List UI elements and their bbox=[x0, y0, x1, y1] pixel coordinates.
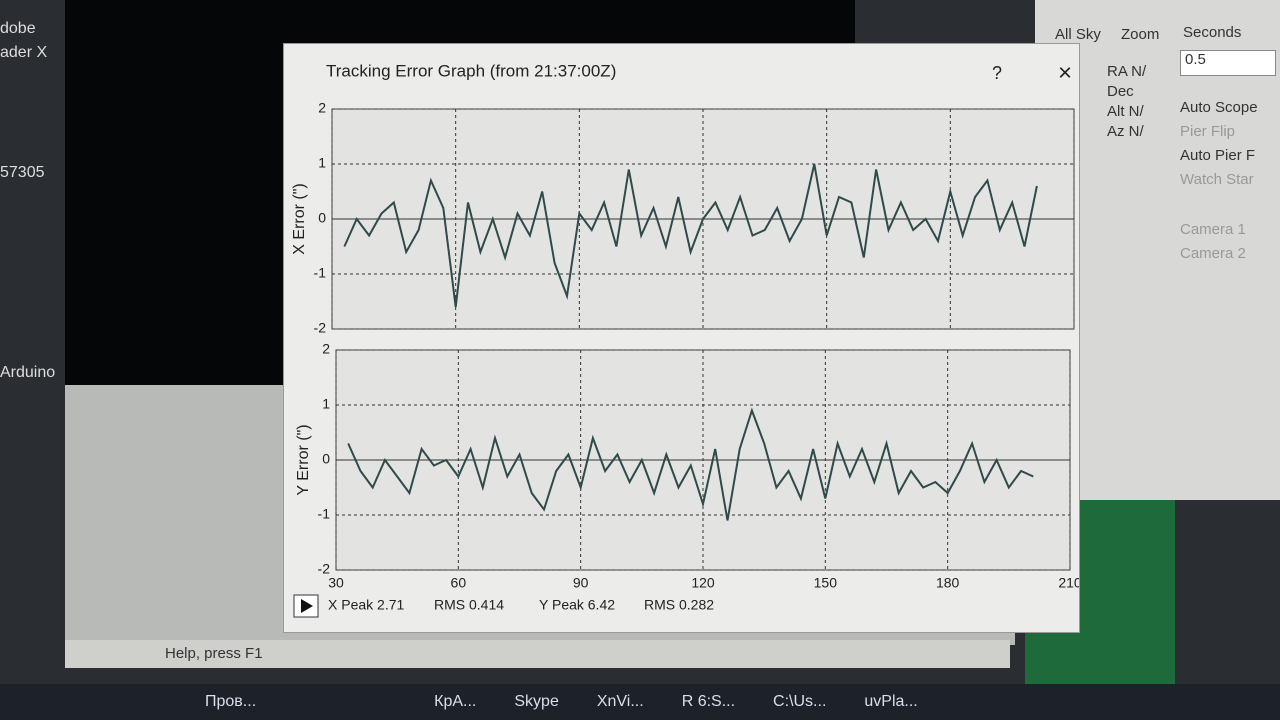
coord-label: Dec bbox=[1107, 83, 1134, 100]
taskbar-item[interactable]: Пров... bbox=[205, 693, 257, 710]
x-tick-label: 30 bbox=[328, 575, 344, 591]
y-axis-label: X Error (") bbox=[291, 183, 308, 254]
stat: Y Peak 6.42 bbox=[539, 597, 615, 613]
dialog: Tracking Error Graph (from 21:37:00Z) ? … bbox=[283, 43, 1082, 633]
checkbox[interactable]: Watch Star bbox=[1180, 171, 1254, 188]
y-tick-label: 1 bbox=[318, 155, 326, 171]
x-tick-label: 180 bbox=[936, 575, 960, 591]
error-line bbox=[343, 163, 1038, 308]
desktop-icons: dobe ader X 57305 Arduino bbox=[0, 20, 60, 382]
stat: RMS 0.414 bbox=[434, 597, 504, 613]
y-tick-label: -1 bbox=[318, 506, 331, 522]
seconds-input[interactable]: 0.5 bbox=[1180, 50, 1276, 76]
y-tick-label: 1 bbox=[322, 396, 330, 412]
y-axis-label: Y Error (") bbox=[295, 424, 312, 495]
y-tick-label: 0 bbox=[318, 210, 326, 226]
taskbar-item[interactable]: R 6:S... bbox=[681, 693, 736, 710]
taskbar: Пров... КрА... Skype XnVi... R 6:S... C:… bbox=[0, 684, 1280, 720]
help-button[interactable]: ? bbox=[992, 63, 1002, 83]
icon-label[interactable]: Arduino bbox=[0, 364, 56, 381]
x-tick-label: 120 bbox=[691, 575, 715, 591]
radio[interactable]: Camera 1 bbox=[1180, 221, 1246, 238]
play-icon bbox=[301, 599, 313, 613]
y-tick-label: -2 bbox=[318, 561, 331, 577]
stat: X Peak 2.71 bbox=[328, 597, 404, 613]
coord-label: RA N/ bbox=[1107, 63, 1147, 80]
y-tick-label: -2 bbox=[314, 320, 327, 336]
icon-label[interactable]: 57305 bbox=[0, 164, 45, 181]
icon-label[interactable]: dobe bbox=[0, 20, 36, 37]
icon-label[interactable]: ader X bbox=[0, 44, 48, 61]
taskbar-item[interactable]: C:\Us... bbox=[773, 693, 827, 710]
graph: Tracking Error Graph (from 21:37:00Z) ? … bbox=[291, 59, 1082, 618]
checkbox[interactable]: Auto Pier F bbox=[1180, 147, 1256, 164]
taskbar-item[interactable]: Skype bbox=[514, 693, 559, 710]
coord-label: Alt N/ bbox=[1107, 103, 1144, 120]
taskbar-item[interactable]: XnVi... bbox=[596, 693, 644, 710]
taskbar-item[interactable]: КрА... bbox=[434, 693, 477, 710]
tab[interactable]: Zoom bbox=[1121, 26, 1160, 43]
x-tick-label: 150 bbox=[814, 575, 838, 591]
taskbar-item[interactable]: uvPla... bbox=[864, 693, 918, 710]
coord-label: Az N/ bbox=[1107, 123, 1144, 140]
radio[interactable]: Camera 2 bbox=[1180, 245, 1246, 262]
status-bar: Help, press F1 bbox=[65, 640, 1010, 668]
stat: RMS 0.282 bbox=[644, 597, 714, 613]
close-button[interactable]: × bbox=[1058, 59, 1072, 86]
y-tick-label: 2 bbox=[318, 100, 326, 116]
seconds-label: Seconds bbox=[1183, 24, 1242, 41]
x-tick-label: 60 bbox=[451, 575, 467, 591]
checkbox[interactable]: Pier Flip bbox=[1180, 123, 1236, 140]
y-tick-label: 0 bbox=[322, 451, 330, 467]
checkbox[interactable]: Auto Scope bbox=[1180, 99, 1258, 116]
window-title: Tracking Error Graph (from 21:37:00Z) bbox=[326, 61, 616, 80]
error-line bbox=[347, 407, 1034, 521]
tab[interactable]: All Sky bbox=[1055, 26, 1101, 43]
x-tick-label: 210 bbox=[1058, 575, 1079, 591]
y-tick-label: 2 bbox=[322, 341, 330, 357]
y-tick-label: -1 bbox=[314, 265, 327, 281]
x-tick-label: 90 bbox=[573, 575, 589, 591]
